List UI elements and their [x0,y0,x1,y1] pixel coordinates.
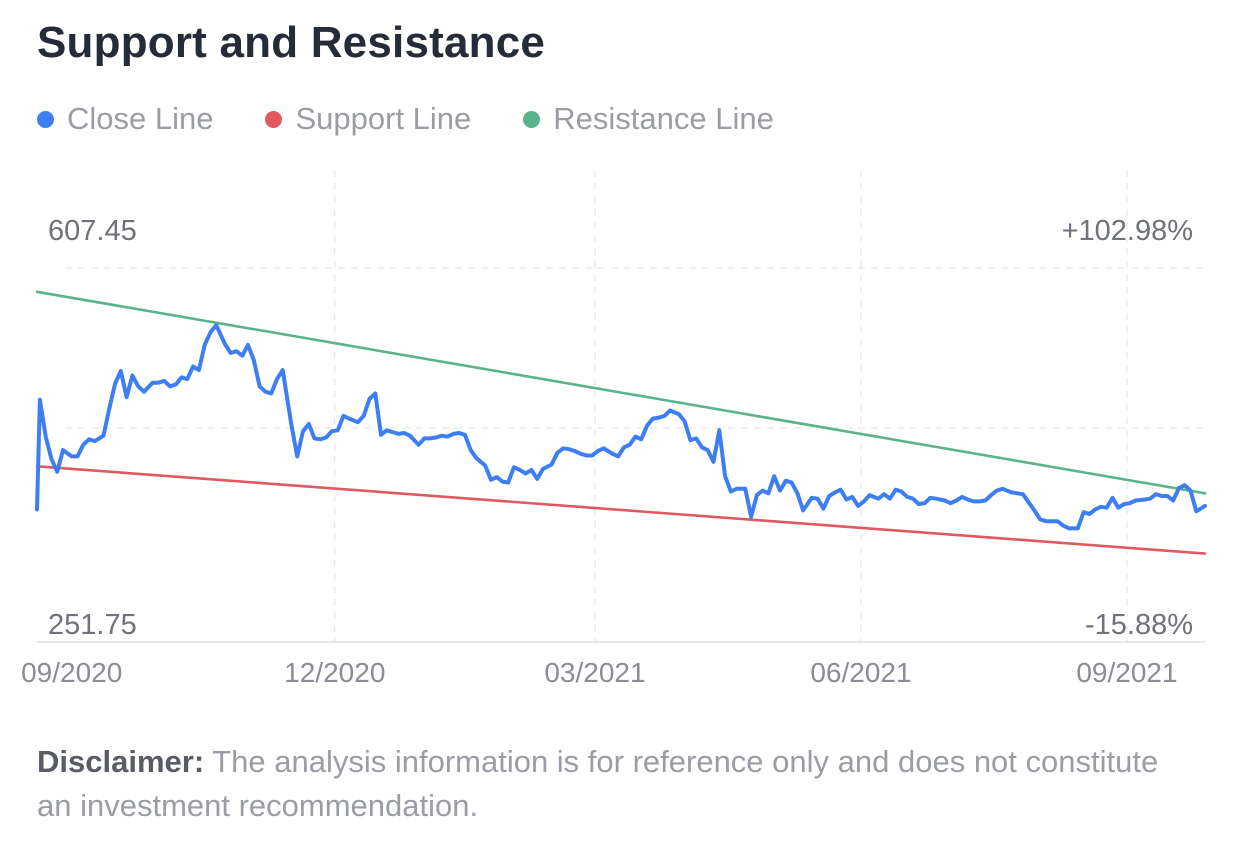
chart-grid [65,170,1205,642]
legend-item-support[interactable]: Support Line [265,101,471,137]
resistance-line-dot-icon [523,110,541,128]
disclaimer-label: Disclaimer: [37,744,205,779]
disclaimer: Disclaimer: The analysis information is … [37,740,1197,828]
x-tick-labels: 09/2020 12/2020 03/2021 06/2021 09/2021 [21,657,1177,688]
series-layer [35,290,1207,555]
legend-item-close[interactable]: Close Line [37,101,213,137]
chart-title: Support and Resistance [37,18,546,67]
x-tick-label: 03/2021 [544,657,645,688]
y-max-label: 607.45 [48,215,137,247]
legend-label-close: Close Line [67,101,214,136]
support-line-dot-icon [265,110,283,128]
disclaimer-text: The analysis information is for referenc… [37,744,1159,823]
x-tick-label: 06/2021 [810,657,911,688]
legend-label-support: Support Line [295,101,472,136]
chart-legend: Close Line Support Line Resistance Line [37,98,774,140]
pct-min-label: -15.88% [1085,609,1193,641]
legend-label-resistance: Resistance Line [553,101,774,136]
x-tick-label: 09/2020 [21,657,122,688]
support-resistance-chart[interactable]: 607.45 251.75 +102.98% -15.88% 09/2020 12… [0,160,1242,700]
series-line-close-line [35,323,1207,531]
y-min-label: 251.75 [48,609,137,641]
x-tick-label: 12/2020 [284,657,385,688]
pct-max-label: +102.98% [1062,215,1193,247]
close-line-dot-icon [37,110,54,128]
legend-item-resistance[interactable]: Resistance Line [523,101,774,137]
series-line-support-line [35,465,1207,555]
series-line-resistance-line [35,290,1207,495]
x-tick-label: 09/2021 [1076,657,1177,688]
